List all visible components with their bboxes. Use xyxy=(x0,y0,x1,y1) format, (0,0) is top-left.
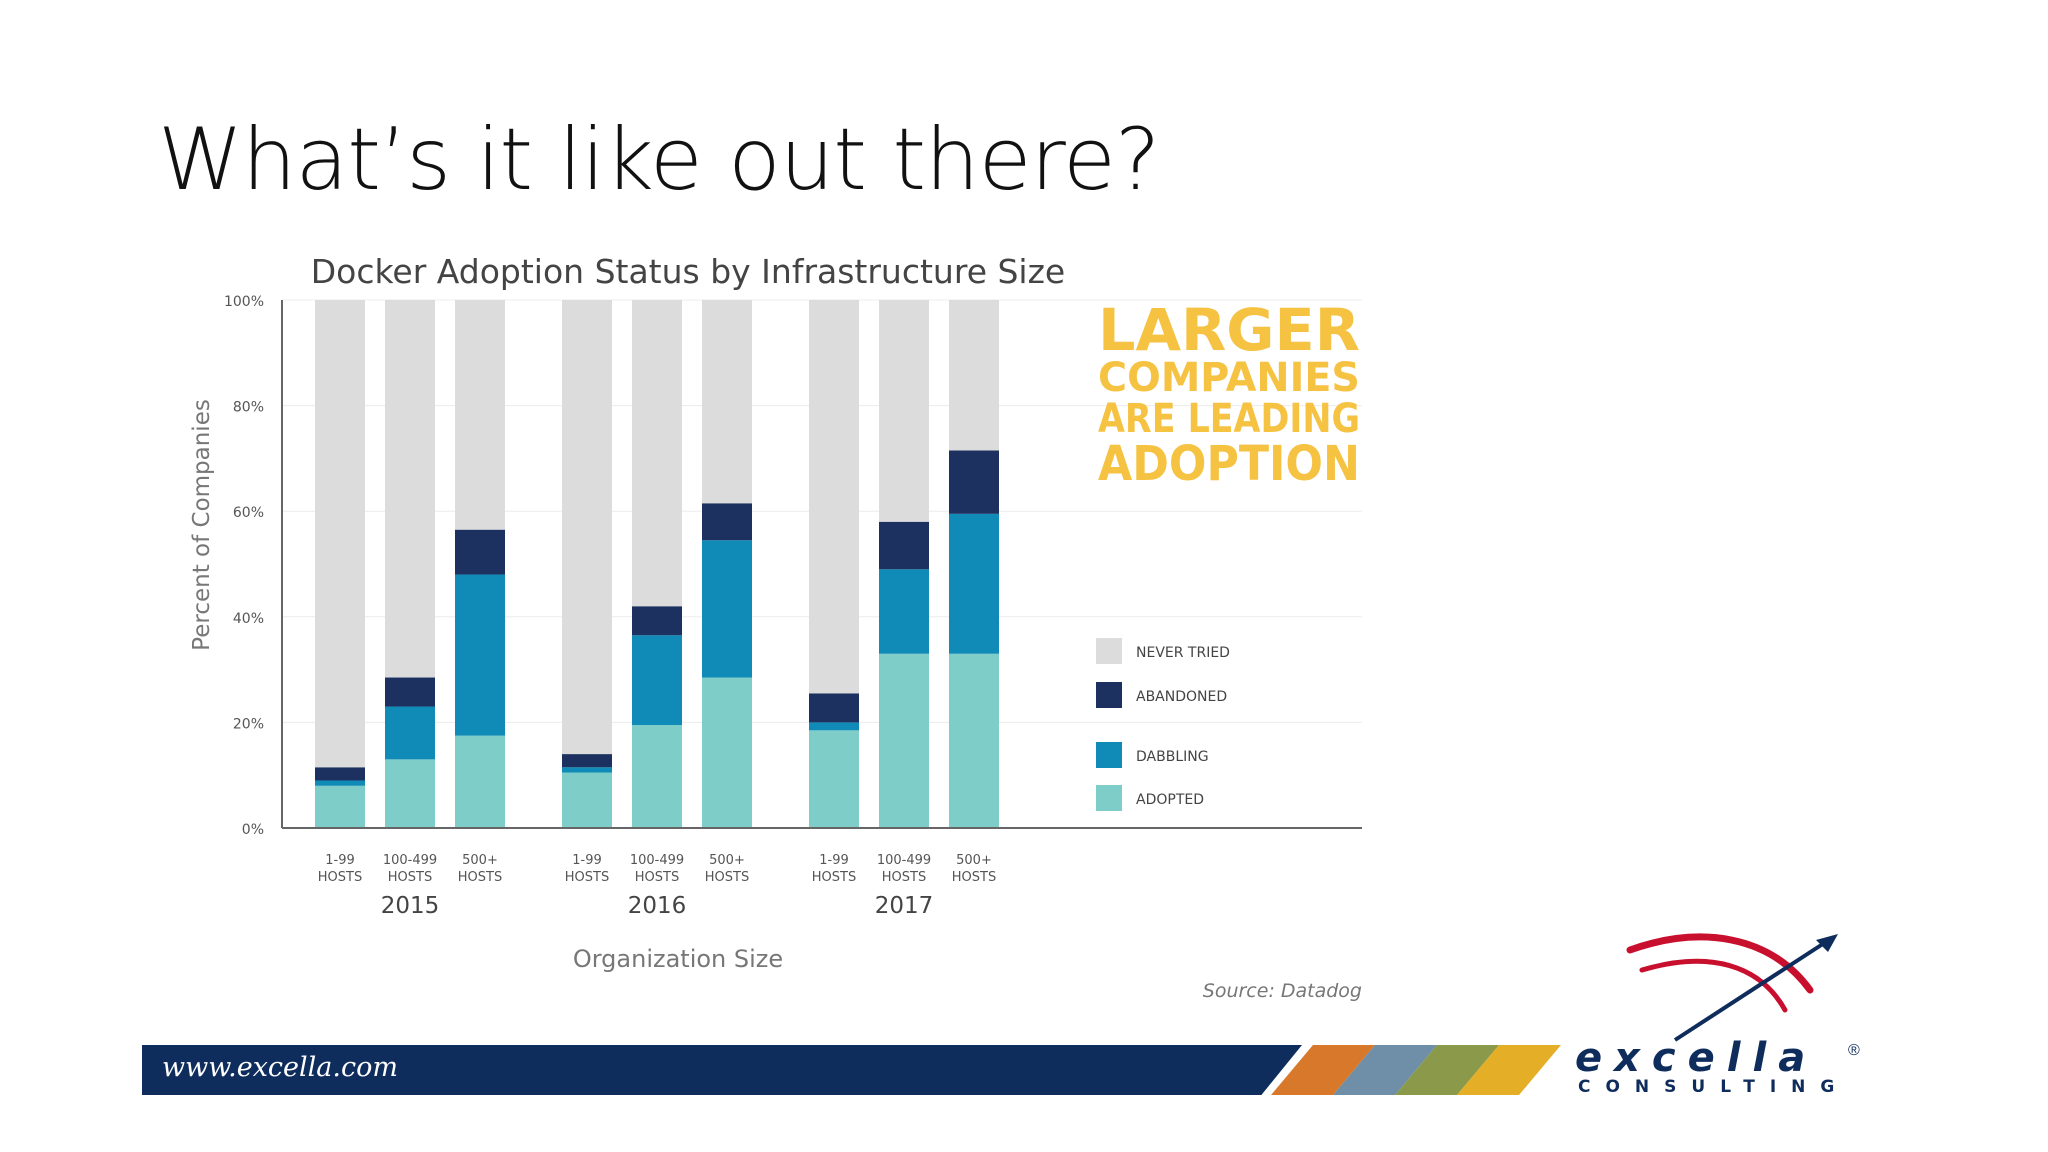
x-tick-label: HOSTS xyxy=(952,870,996,885)
callout-line: LARGER xyxy=(1098,296,1360,364)
bar-segment-adopted xyxy=(702,677,752,828)
bar-segment-dabbling xyxy=(315,780,365,786)
legend-label: DABBLING xyxy=(1136,749,1209,765)
bar-segment-abandoned xyxy=(385,677,435,707)
x-tick-label: 500+ xyxy=(709,853,745,868)
bar-segment-dabbling xyxy=(702,540,752,678)
x-tick-label: HOSTS xyxy=(388,870,432,885)
y-tick-label: 40% xyxy=(233,611,264,627)
bar-segment-never-tried xyxy=(879,300,929,522)
y-tick-label: 80% xyxy=(233,400,264,416)
legend-swatch xyxy=(1096,638,1122,664)
y-tick-label: 0% xyxy=(242,822,264,838)
bar-segment-abandoned xyxy=(879,521,929,570)
x-tick-label: HOSTS xyxy=(705,870,749,885)
x-tick-label: HOSTS xyxy=(565,870,609,885)
legend-label: ABANDONED xyxy=(1136,689,1227,705)
x-tick-label: 500+ xyxy=(956,853,992,868)
x-tick-label: 1-99 xyxy=(819,853,849,868)
bar-segment-adopted xyxy=(809,730,859,828)
x-tick-label: 100-499 xyxy=(630,853,684,868)
bars xyxy=(315,300,999,828)
x-tick-label: HOSTS xyxy=(635,870,679,885)
bar-segment-adopted xyxy=(315,785,365,828)
x-tick-label: 100-499 xyxy=(383,853,437,868)
year-group-label: 2016 xyxy=(628,893,687,919)
bar-segment-never-tried xyxy=(702,300,752,504)
x-tick-label: HOSTS xyxy=(812,870,856,885)
bar-segment-dabbling xyxy=(879,569,929,654)
year-group-label: 2017 xyxy=(875,893,934,919)
chart-title: Docker Adoption Status by Infrastructure… xyxy=(311,252,1065,291)
stacked-bar-chart: Docker Adoption Status by Infrastructure… xyxy=(189,252,1362,1002)
bar-segment-never-tried xyxy=(949,300,999,451)
bar-segment-adopted xyxy=(632,725,682,828)
bar-segment-dabbling xyxy=(455,574,505,736)
bar-segment-abandoned xyxy=(949,450,999,514)
x-tick-label: HOSTS xyxy=(458,870,502,885)
logo-registered-mark: ® xyxy=(1848,1042,1860,1059)
slide-title: What’s it like out there? xyxy=(158,110,1160,210)
bar-segment-dabbling xyxy=(562,767,612,773)
bar-segment-adopted xyxy=(879,653,929,828)
callout-line: ARE LEADING xyxy=(1098,396,1360,442)
bar-segment-never-tried xyxy=(455,300,505,530)
bar-segment-adopted xyxy=(562,772,612,828)
bar-segment-adopted xyxy=(455,735,505,828)
bar-segment-never-tried xyxy=(315,300,365,768)
excella-swoosh-logo-icon xyxy=(1626,933,1838,1042)
bar-segment-dabbling xyxy=(809,722,859,731)
bar-segment-dabbling xyxy=(632,635,682,726)
logo-wordmark: excella xyxy=(1575,1035,1818,1081)
legend-swatch xyxy=(1096,682,1122,708)
legend-swatch xyxy=(1096,742,1122,768)
bar-segment-never-tried xyxy=(385,300,435,678)
chart-source: Source: Datadog xyxy=(1203,980,1362,1002)
logo-subtitle: CONSULTING xyxy=(1578,1077,1850,1097)
year-group-labels: 2015 2016 2017 xyxy=(381,893,934,919)
legend: NEVER TRIED ABANDONED DABBLING ADOPTED xyxy=(1096,638,1230,811)
footer-bar xyxy=(142,1045,1302,1095)
x-tick-labels: 1-99 HOSTS 100-499 HOSTS 500+ HOSTS 1-99 HOSTS 1… xyxy=(318,853,996,885)
x-tick-label: HOSTS xyxy=(882,870,926,885)
bar-segment-never-tried xyxy=(562,300,612,755)
x-tick-label: 1-99 xyxy=(325,853,355,868)
callout-line: ADOPTION xyxy=(1098,436,1360,492)
x-tick-label: 500+ xyxy=(462,853,498,868)
bar-segment-abandoned xyxy=(809,693,859,723)
y-tick-label: 20% xyxy=(233,716,264,732)
bar-segment-adopted xyxy=(385,759,435,828)
x-axis-label: Organization Size xyxy=(573,945,783,973)
y-axis-label: Percent of Companies xyxy=(189,399,215,651)
callout-line: COMPANIES xyxy=(1098,355,1360,401)
legend-label: NEVER TRIED xyxy=(1136,645,1230,661)
bar-segment-abandoned xyxy=(632,606,682,636)
y-tick-labels: 0% 20% 40% 60% 80% 100% xyxy=(224,294,264,838)
x-tick-label: HOSTS xyxy=(318,870,362,885)
y-tick-label: 100% xyxy=(224,294,264,310)
bar-segment-abandoned xyxy=(562,754,612,768)
bar-segment-abandoned xyxy=(315,767,365,781)
bar-segment-abandoned xyxy=(702,503,752,541)
bar-segment-never-tried xyxy=(632,300,682,607)
bar-segment-abandoned xyxy=(455,529,505,575)
bar-segment-dabbling xyxy=(949,513,999,654)
x-tick-label: 100-499 xyxy=(877,853,931,868)
y-tick-label: 60% xyxy=(233,505,264,521)
bar-segment-adopted xyxy=(949,653,999,828)
bar-segment-never-tried xyxy=(809,300,859,694)
bar-segment-dabbling xyxy=(385,706,435,760)
legend-label: ADOPTED xyxy=(1136,792,1204,808)
footer-url[interactable]: www.excella.com xyxy=(162,1052,398,1083)
year-group-label: 2015 xyxy=(381,893,440,919)
x-tick-label: 1-99 xyxy=(572,853,602,868)
legend-swatch xyxy=(1096,785,1122,811)
